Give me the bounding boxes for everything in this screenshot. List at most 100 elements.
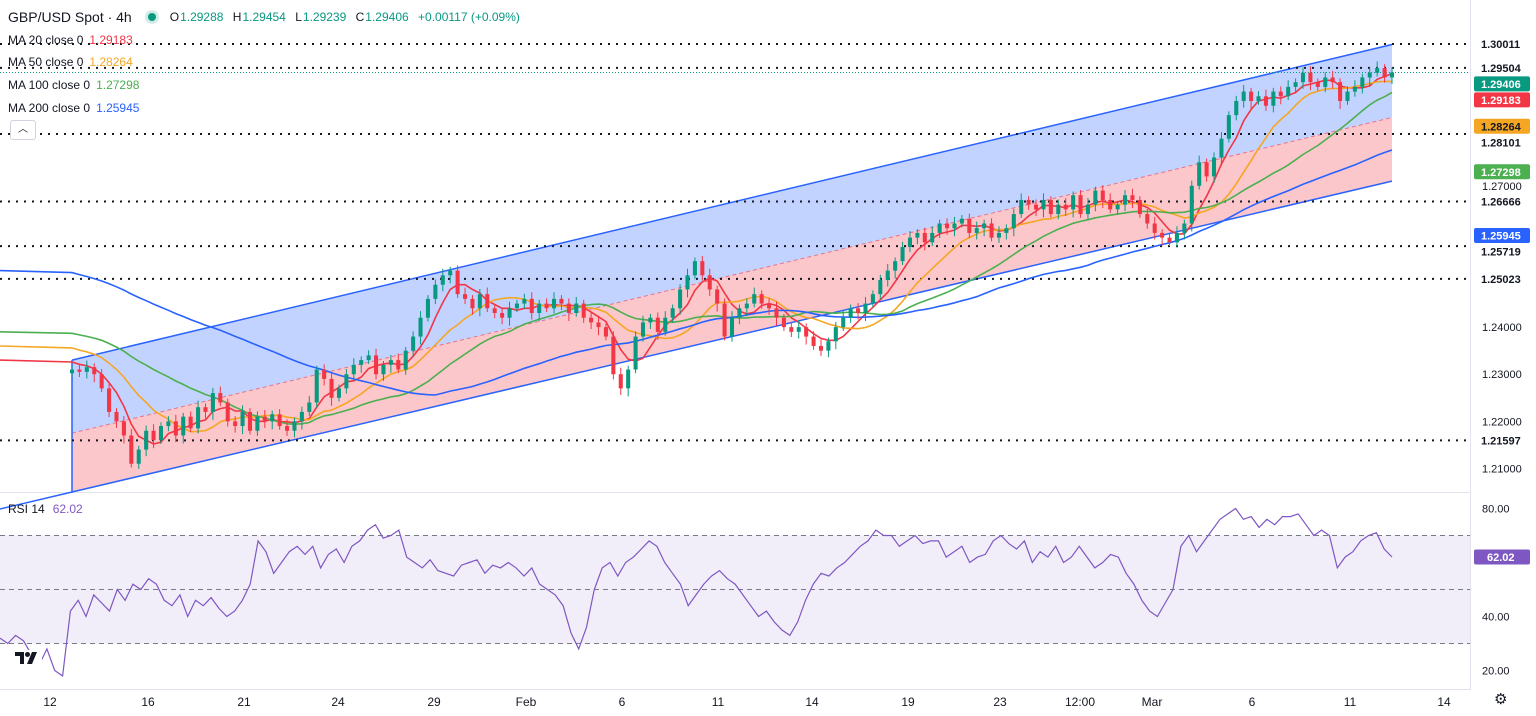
candle-body [544, 303, 549, 309]
candle-body [1130, 195, 1135, 200]
indicator-ma200[interactable]: MA 200 close 0 1.25945 [8, 101, 139, 115]
price-badge-bg [1474, 164, 1530, 180]
candle-body [1367, 72, 1372, 78]
candle-body [893, 261, 898, 271]
candle-body [1389, 72, 1395, 78]
candle [522, 293, 527, 309]
candle-body [1219, 138, 1224, 158]
candle [240, 405, 245, 435]
candle-body [1256, 96, 1261, 102]
candle [1345, 86, 1350, 105]
candle [1211, 152, 1217, 183]
candle-body [1152, 223, 1157, 233]
candle [1315, 78, 1320, 91]
indicator-label: MA 50 close 0 [8, 55, 84, 69]
candle-body [804, 327, 809, 337]
symbol-title[interactable]: GBP/USD Spot · 4h [8, 9, 132, 25]
candle-body [937, 223, 942, 233]
candle-body [351, 364, 356, 375]
rsi-tick-label: 20.00 [1482, 666, 1510, 678]
candle-body [1249, 91, 1254, 102]
rsi-legend[interactable]: RSI 14 62.02 [8, 502, 83, 516]
candle [1226, 111, 1231, 143]
candle [566, 298, 571, 322]
gear-icon[interactable]: ⚙ [1494, 691, 1508, 708]
candle-body [173, 421, 178, 436]
price-badge-label: 1.30011 [1481, 39, 1520, 51]
close-value: 1.29406 [365, 10, 409, 24]
candle [329, 372, 334, 406]
candle [856, 303, 861, 320]
indicator-label: MA 200 close 0 [8, 101, 91, 115]
candle-body [655, 317, 660, 332]
candle [559, 295, 564, 311]
candle [618, 367, 623, 395]
candle-body [551, 298, 557, 309]
rsi-badge: 62.02 [1474, 549, 1530, 565]
candle-body [967, 218, 972, 233]
candle-body [759, 294, 764, 304]
candle [1308, 66, 1313, 91]
candle [262, 410, 267, 428]
indicator-ma100[interactable]: MA 100 close 0 1.27298 [8, 78, 139, 92]
rsi-tick-label: 80.00 [1482, 504, 1510, 516]
low-value: 1.29239 [302, 10, 347, 24]
time-tick-label: 11 [712, 695, 725, 709]
candle [959, 215, 964, 228]
candle-body [151, 430, 156, 441]
candle-body [255, 416, 260, 431]
candle-body [1019, 199, 1024, 215]
candle [1278, 86, 1283, 105]
candle-body [663, 317, 668, 332]
price-badge-bg [1474, 228, 1530, 244]
price-badge-label: 1.25945 [1481, 231, 1521, 243]
candle [685, 268, 690, 298]
indicator-ma20[interactable]: MA 20 close 0 1.29183 [8, 33, 133, 47]
price-tick-label: 1.22000 [1482, 416, 1522, 428]
candle-body [922, 232, 927, 243]
candle [366, 350, 371, 364]
candle-body [196, 407, 201, 429]
candle-body [618, 374, 623, 389]
high-value: 1.29454 [242, 10, 286, 24]
candle-body [433, 284, 438, 299]
candle-body [477, 294, 482, 309]
ma20-line [0, 72, 1393, 445]
candle-body [945, 223, 950, 229]
candle [603, 323, 608, 341]
candle-body [203, 407, 208, 412]
candle-body [744, 303, 749, 309]
candle [388, 354, 393, 373]
tradingview-logo-icon[interactable] [12, 650, 42, 674]
time-tick-label: 11 [1344, 695, 1357, 709]
candle [878, 274, 883, 300]
candle-body [1360, 77, 1365, 87]
candle-body [907, 237, 913, 248]
price-badge-bg [1474, 134, 1530, 150]
candle [729, 311, 735, 342]
price-badge-bg [1474, 76, 1530, 92]
candle [225, 398, 230, 427]
time-tick-label: 21 [237, 695, 251, 709]
collapse-legend-button[interactable]: ︿ [10, 120, 36, 140]
candle [640, 315, 646, 342]
candle-body [1271, 91, 1276, 106]
candle [425, 295, 430, 322]
candle-body [144, 430, 149, 450]
candle [885, 264, 890, 287]
price-tick-label: 1.27000 [1482, 181, 1522, 193]
candle [1293, 78, 1298, 93]
price-badge: 1.25023 [1474, 271, 1530, 287]
candle [455, 265, 460, 298]
time-tick-label: 24 [331, 695, 345, 709]
candle [1160, 229, 1165, 246]
candle-body [403, 350, 408, 370]
candle [589, 312, 594, 330]
candle-body [863, 303, 868, 313]
candle [396, 353, 401, 374]
price-badge-label: 1.28264 [1481, 121, 1522, 133]
candle-body [566, 303, 571, 313]
price-badge-bg [1474, 118, 1530, 134]
indicator-ma50[interactable]: MA 50 close 0 1.28264 [8, 55, 133, 69]
